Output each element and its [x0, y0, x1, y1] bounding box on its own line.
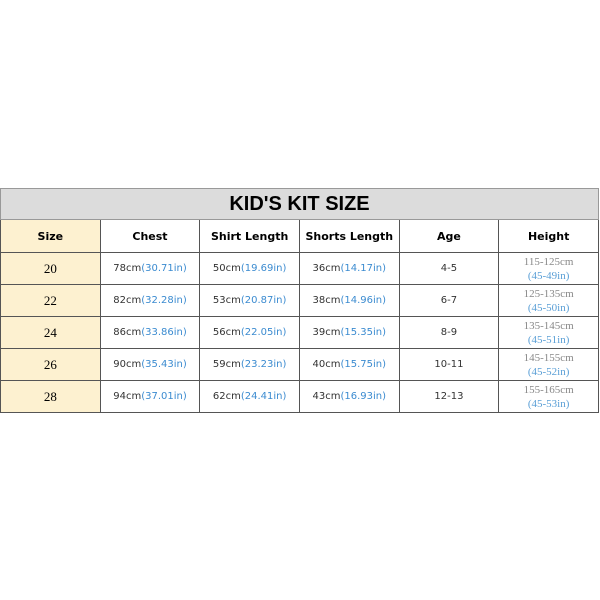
height-cell: 135-145cm (45-51in) [498, 316, 599, 349]
shorts-cm: 40cm [312, 359, 341, 370]
table-row: 26 90cm(35.43in) 59cm(23.23in) 40cm(15.7… [0, 348, 599, 381]
chest-cell: 90cm(35.43in) [99, 348, 201, 381]
shorts-in: (14.96in) [340, 295, 387, 306]
shirt-cm: 56cm [212, 327, 241, 338]
age-cell: 4-5 [398, 252, 500, 285]
height-cm: 135-145cm [523, 319, 574, 332]
shirt-in: (22.05in) [240, 327, 287, 338]
shorts-in: (15.75in) [340, 359, 387, 370]
header-height: Height [498, 219, 599, 253]
age-cell: 10-11 [398, 348, 500, 381]
shirt-length-cell: 56cm(22.05in) [199, 316, 300, 349]
table-row: 20 78cm(30.71in) 50cm(19.69in) 36cm(14.1… [0, 252, 599, 285]
age-cell: 12-13 [398, 380, 500, 413]
shirt-cm: 50cm [212, 263, 241, 274]
shirt-length-cell: 59cm(23.23in) [199, 348, 300, 381]
shorts-length-cell: 43cm(16.93in) [298, 380, 400, 413]
chest-cell: 94cm(37.01in) [99, 380, 201, 413]
header-size: Size [0, 219, 101, 253]
height-cell: 145-155cm (45-52in) [498, 348, 599, 381]
shorts-in: (16.93in) [340, 391, 387, 402]
shirt-in: (24.41in) [240, 391, 287, 402]
chest-in: (37.01in) [141, 391, 187, 402]
height-cm: 115-125cm [523, 255, 574, 268]
shirt-in: (23.23in) [240, 359, 287, 370]
shorts-length-cell: 38cm(14.96in) [298, 284, 400, 317]
header-chest: Chest [99, 219, 201, 253]
size-cell: 22 [0, 284, 101, 317]
shorts-in: (14.17in) [340, 263, 387, 274]
height-in: (45-51in) [527, 333, 570, 346]
chest-cm: 94cm [113, 391, 142, 402]
shorts-cm: 38cm [312, 295, 341, 306]
shirt-cm: 62cm [212, 391, 241, 402]
shorts-in: (15.35in) [340, 327, 387, 338]
chest-cm: 78cm [113, 263, 142, 274]
chest-in: (33.86in) [141, 327, 187, 338]
height-cm: 125-135cm [523, 287, 574, 300]
chest-cell: 86cm(33.86in) [99, 316, 201, 349]
chest-cm: 86cm [113, 327, 142, 338]
shorts-cm: 43cm [312, 391, 341, 402]
height-cm: 155-165cm [523, 383, 574, 396]
height-in: (45-52in) [527, 365, 570, 378]
shirt-length-cell: 50cm(19.69in) [199, 252, 300, 285]
shirt-in: (20.87in) [240, 295, 287, 306]
chest-cell: 82cm(32.28in) [99, 284, 201, 317]
header-age: Age [398, 219, 500, 253]
size-cell: 20 [0, 252, 101, 285]
height-cm: 145-155cm [523, 351, 574, 364]
chest-cm: 90cm [113, 359, 142, 370]
chest-in: (30.71in) [141, 263, 187, 274]
age-cell: 6-7 [398, 284, 500, 317]
header-shorts-length: Shorts Length [298, 219, 400, 253]
height-in: (45-53in) [527, 397, 570, 410]
height-cell: 155-165cm (45-53in) [498, 380, 599, 413]
size-cell: 26 [0, 348, 101, 381]
height-cell: 125-135cm (45-50in) [498, 284, 599, 317]
chest-in: (32.28in) [141, 295, 187, 306]
shirt-length-cell: 62cm(24.41in) [199, 380, 300, 413]
age-cell: 8-9 [398, 316, 500, 349]
table-title: KID'S KIT SIZE [0, 188, 599, 220]
shirt-cm: 59cm [212, 359, 241, 370]
table-row: 22 82cm(32.28in) 53cm(20.87in) 38cm(14.9… [0, 284, 599, 317]
table-row: 28 94cm(37.01in) 62cm(24.41in) 43cm(16.9… [0, 380, 599, 413]
shorts-cm: 36cm [312, 263, 341, 274]
size-cell: 24 [0, 316, 101, 349]
shorts-length-cell: 36cm(14.17in) [298, 252, 400, 285]
size-cell: 28 [0, 380, 101, 413]
header-shirt-length: Shirt Length [199, 219, 300, 253]
height-in: (45-49in) [527, 269, 570, 282]
shorts-length-cell: 40cm(15.75in) [298, 348, 400, 381]
header-row: Size Chest Shirt Length Shorts Length Ag… [0, 219, 599, 253]
chest-cell: 78cm(30.71in) [99, 252, 201, 285]
height-in: (45-50in) [527, 301, 570, 314]
shorts-cm: 39cm [312, 327, 341, 338]
shirt-length-cell: 53cm(20.87in) [199, 284, 300, 317]
shorts-length-cell: 39cm(15.35in) [298, 316, 400, 349]
chest-cm: 82cm [113, 295, 142, 306]
shirt-in: (19.69in) [240, 263, 287, 274]
chest-in: (35.43in) [141, 359, 187, 370]
size-chart-table: KID'S KIT SIZE Size Chest Shirt Length S… [0, 188, 599, 413]
shirt-cm: 53cm [212, 295, 241, 306]
table-row: 24 86cm(33.86in) 56cm(22.05in) 39cm(15.3… [0, 316, 599, 349]
height-cell: 115-125cm (45-49in) [498, 252, 599, 285]
